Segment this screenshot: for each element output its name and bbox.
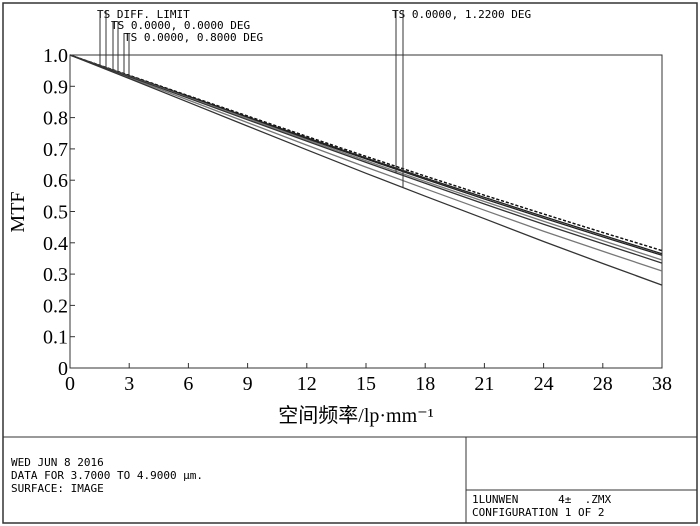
x-tick-label: 38 [652, 373, 672, 395]
x-tick-label: 21 [474, 373, 494, 395]
mtf-curve [69, 54, 663, 264]
mtf-curve [69, 54, 663, 252]
x-tick-label: 6 [183, 373, 193, 395]
y-tick-label: 0.7 [43, 139, 68, 161]
x-axis-label: 空间频率/lp·mm⁻¹ [278, 404, 433, 427]
mtf-curve [69, 54, 663, 286]
x-tick-label: 3 [124, 373, 134, 395]
legend-label: TS 0.0000, 0.0000 DEG [111, 19, 250, 32]
y-tick-label: 0.4 [43, 233, 68, 255]
footer-date: WED JUN 8 2016 [11, 456, 104, 469]
y-tick-label: 1.0 [43, 45, 68, 67]
x-tick-label: 0 [65, 373, 75, 395]
x-tick-label: 15 [356, 373, 376, 395]
footer-file: 1LUNWEN 4± .ZMX [472, 493, 611, 506]
y-tick-label: 0.9 [43, 76, 68, 98]
legend-label: TS 0.0000, 1.2200 DEG [392, 8, 531, 21]
y-tick-label: 0 [58, 358, 68, 380]
mtf-curve [69, 54, 663, 252]
x-tick-label: 18 [415, 373, 435, 395]
x-tick-label: 24 [534, 373, 554, 395]
footer-data: DATA FOR 3.7000 TO 4.9000 µm. [11, 469, 203, 482]
x-tick-label: 12 [297, 373, 317, 395]
y-tick-label: 0.3 [43, 264, 68, 286]
y-axis-label: MTF [7, 191, 29, 232]
mtf-curve [69, 54, 663, 255]
plot-frame [69, 54, 663, 369]
legend-label: TS DIFF. LIMIT [97, 8, 190, 21]
y-tick-label: 0.6 [43, 170, 68, 192]
y-tick-label: 0.5 [43, 202, 68, 224]
mtf-curve [69, 54, 663, 272]
y-tick-label: 0.1 [43, 327, 68, 349]
footer-config: CONFIGURATION 1 OF 2 [472, 506, 604, 519]
y-tick-label: 0.2 [43, 295, 68, 317]
x-tick-label: 9 [243, 373, 253, 395]
x-tick-label: 28 [593, 373, 613, 395]
y-tick-label: 0.8 [43, 108, 68, 130]
footer-surface: SURFACE: IMAGE [11, 482, 104, 495]
legend-label: TS 0.0000, 0.8000 DEG [124, 31, 263, 44]
